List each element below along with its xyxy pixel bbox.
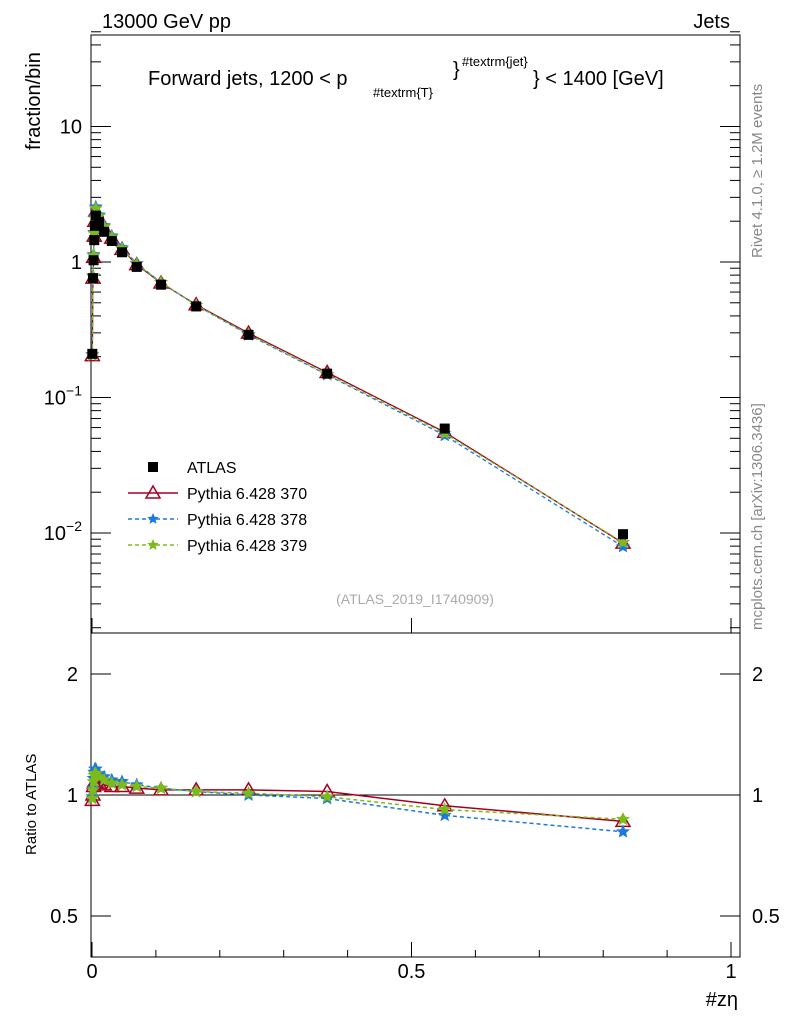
legend-star-icon [147, 513, 159, 524]
legend-star-icon [147, 539, 159, 550]
ratio-marker [616, 824, 630, 838]
title-main: Forward jets, 1200 < p [148, 68, 348, 90]
data-point [131, 261, 142, 272]
data-point [191, 301, 202, 312]
watermark: (ATLAS_2019_I1740909) [336, 591, 494, 607]
legend-label: ATLAS [187, 460, 237, 477]
header-left: 13000 GeV pp [102, 11, 231, 33]
ratio-line [91, 768, 624, 833]
y-axis-label: fraction/bin [23, 52, 45, 150]
x-axis-label: #zη [706, 989, 738, 1011]
legend-label: Pythia 6.428 370 [187, 486, 307, 503]
series-marker [616, 535, 630, 549]
ratio-marker [189, 784, 204, 798]
ratio-line [91, 772, 624, 821]
ratio-marker [437, 807, 452, 822]
ratio-marker [187, 781, 205, 796]
title: Forward jets, 1200 < p #textrm{T} } #tex… [148, 54, 664, 100]
ratio-marker [85, 791, 100, 805]
ratio-tick-label: 2 [67, 664, 78, 686]
ratio-marker [154, 780, 168, 795]
ratio-marker [241, 785, 256, 800]
rivet-label: Rivet 4.1.0, ≥ 1.2M events [749, 84, 766, 258]
data-point [156, 279, 167, 290]
data-point [87, 273, 98, 284]
data-point [88, 255, 99, 266]
legend-label: Pythia 6.428 378 [187, 512, 307, 529]
series-marker [616, 539, 630, 553]
ratio-y-axis-label: Ratio to ATLAS [23, 754, 40, 855]
mcplots-label: mcplots.cern.ch [arXiv:1306.3436] [749, 403, 766, 630]
data-point [106, 235, 117, 246]
legend-label: Pythia 6.428 379 [187, 538, 307, 555]
ratio-tick-label: 0.5 [752, 906, 780, 928]
series-line [91, 206, 624, 548]
ratio-tick-label: 2 [752, 664, 763, 686]
data-point [117, 247, 128, 258]
data-point [87, 348, 98, 359]
ratio-marker [320, 789, 335, 803]
ratio-tick-label: 0.5 [50, 906, 78, 928]
ratio-tick-label: 1 [752, 785, 763, 807]
data-point [618, 529, 629, 540]
data-point [99, 226, 110, 237]
legend-triangle-icon [144, 484, 162, 499]
legend: ATLAS Pythia 6.428 370 Pythia 6.428 378 Pyt… [128, 460, 307, 555]
data-point [439, 423, 450, 434]
y-tick-label: 10−1 [44, 383, 82, 410]
data-point [243, 329, 254, 340]
ratio-tick-label: 1 [67, 785, 78, 807]
x-tick-label: 0.5 [398, 961, 426, 983]
y-tick-label: 10 [60, 117, 82, 139]
data-point [322, 368, 333, 379]
x-tick-label: 1 [725, 961, 736, 983]
ratio-marker [115, 777, 129, 791]
data-point [94, 217, 105, 228]
x-tick-label: 0 [86, 961, 97, 983]
ratio-marker [616, 812, 630, 826]
header-right: Jets [693, 11, 730, 33]
title-sub: #textrm{T} [373, 85, 434, 100]
y-tick-label: 10−2 [44, 518, 82, 545]
ratio-marker [104, 775, 119, 790]
title-brace: } [453, 59, 460, 81]
legend-marker-atlas [148, 462, 158, 472]
data-point [90, 210, 101, 221]
title-end: } < 1400 [GeV] [533, 68, 664, 90]
title-sup: #textrm{jet} [462, 54, 528, 69]
y-tick-label: 1 [71, 252, 82, 274]
data-point [89, 235, 100, 246]
ratio-marker [437, 802, 452, 816]
ratio-marker [86, 782, 100, 796]
ratio-marker [129, 779, 144, 793]
